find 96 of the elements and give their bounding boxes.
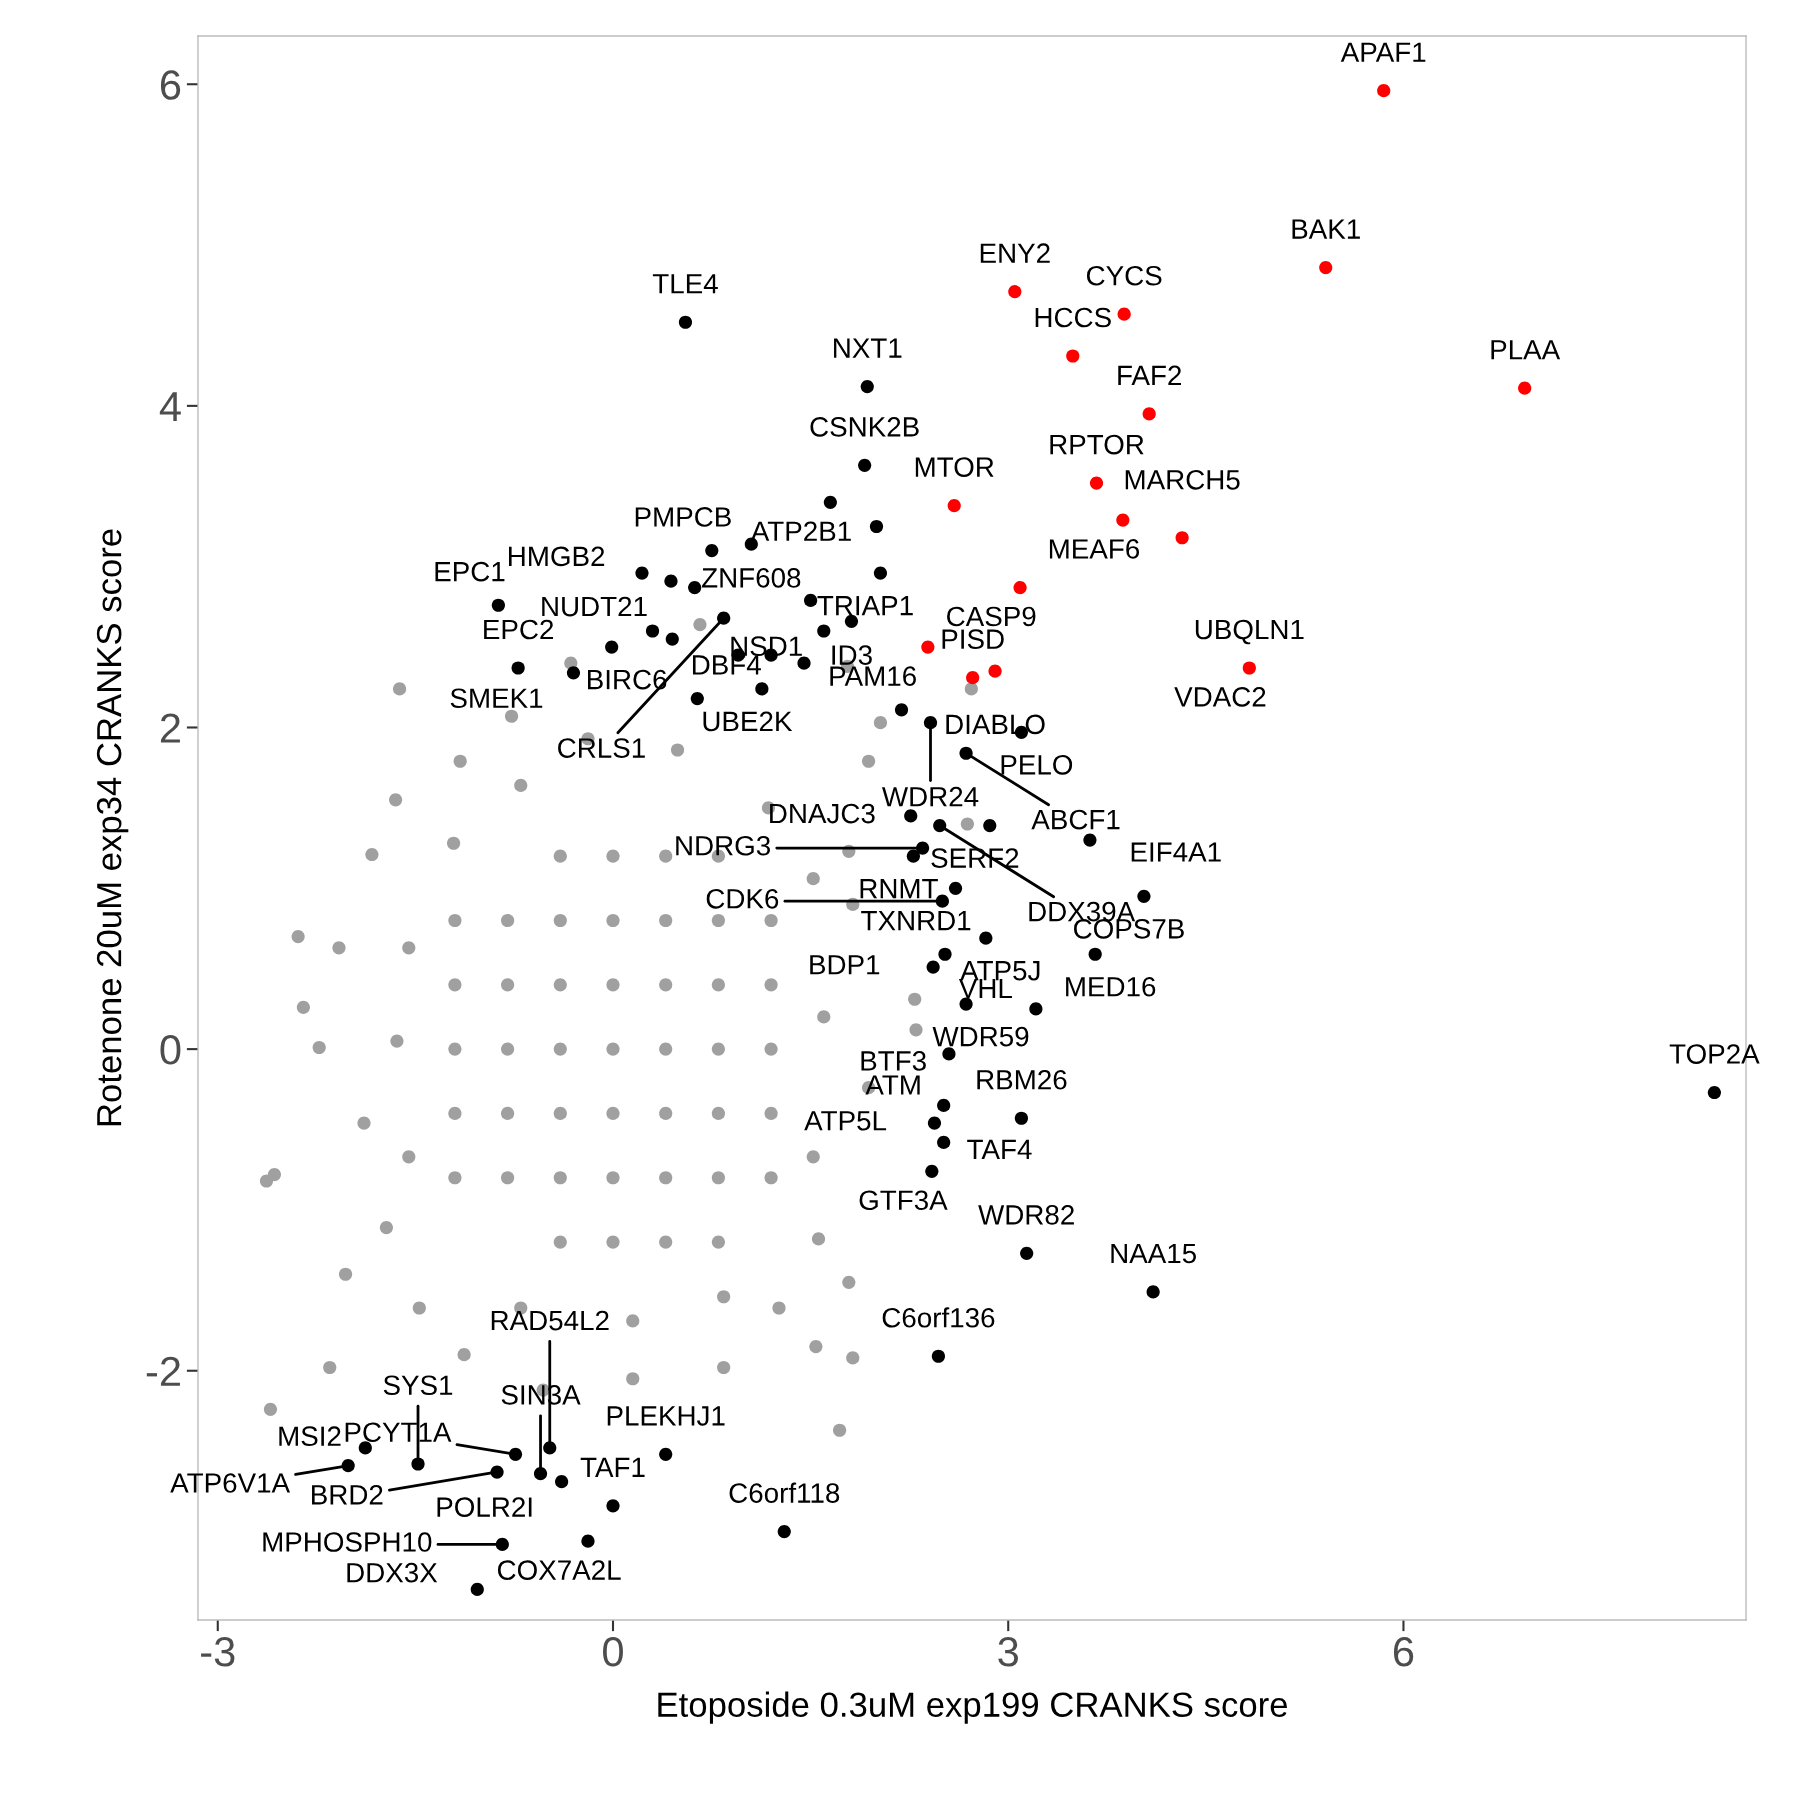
annotation: EPC2 [484, 619, 554, 640]
annotation: ATP5J [960, 961, 1040, 981]
x-tick-label: 6 [1393, 1637, 1414, 1667]
annotation: RPTOR [1050, 434, 1144, 455]
annotation: RAD54L2 [491, 1310, 609, 1331]
point [1008, 285, 1022, 299]
annotation: BAK1 [1292, 219, 1360, 239]
annotation: VDAC2 [1174, 687, 1266, 707]
annotation: WDR82 [978, 1205, 1074, 1225]
annotation: TOP2A [1669, 1044, 1760, 1064]
annotation: ATP6V1A [170, 1473, 291, 1493]
annotation: POLR2I [437, 1497, 532, 1517]
annotation: PAM16 [830, 666, 916, 686]
point [966, 671, 980, 685]
annotation: HMGB2 [509, 546, 605, 567]
annotation: CASP9 [947, 606, 1036, 627]
annotation: NAA15 [1111, 1243, 1196, 1264]
annotation: UBE2K [703, 711, 793, 732]
annotation: NUDT21 [542, 596, 647, 617]
annotation: CRLS1 [558, 738, 645, 758]
annotation: NDRG3 [676, 835, 770, 856]
y-tick-label: 4 [159, 392, 181, 421]
x-tick-label: 3 [998, 1637, 1018, 1667]
annotation: MSI2 [279, 1426, 341, 1447]
annotation: EPC1 [435, 561, 505, 582]
annotation: CSNK2B [810, 417, 919, 437]
annotation: SYS1 [383, 1375, 453, 1396]
point [1089, 476, 1104, 490]
point [988, 664, 1002, 678]
annotation: BRD2 [312, 1485, 383, 1505]
annotation: HCCS [1035, 307, 1111, 328]
annotation: ZNF608 [702, 568, 801, 588]
annotation: COX7A2L [497, 1560, 621, 1580]
point [1175, 531, 1189, 545]
annotation: ENY2 [980, 243, 1050, 263]
point [1013, 581, 1027, 595]
point [1518, 381, 1532, 395]
x-tick-label: 0 [603, 1637, 623, 1667]
annotation: MPHOSPH10 [263, 1532, 432, 1552]
annotation: PLEKHJ1 [607, 1406, 725, 1426]
annotation: BTF3 [861, 1051, 926, 1071]
annotation: ATM [865, 1075, 920, 1095]
point [1142, 407, 1156, 421]
annotation: EIF4A1 [1131, 842, 1221, 862]
point [1377, 84, 1391, 98]
annotation: TAF1 [580, 1457, 645, 1477]
y-tick-label: -2 [146, 1356, 180, 1386]
annotation: SMEK1 [450, 688, 543, 709]
annotation: PISD [942, 629, 1004, 649]
annotation: TAF4 [967, 1139, 1032, 1159]
annotation: ATP5L [804, 1111, 887, 1131]
annotation: UBQLN1 [1195, 619, 1304, 645]
annotation: PMPCB [635, 507, 731, 527]
annotation: CYCS [1086, 265, 1162, 286]
annotation: BDP1 [810, 955, 880, 975]
y-axis-title: Rotenone 20uM exp34 CRANKS score [96, 529, 129, 1126]
annotation: PELO [1001, 754, 1073, 775]
annotation: RBM26 [977, 1069, 1067, 1090]
point [1116, 513, 1130, 527]
annotation: ID3 [832, 645, 872, 665]
y-tick-label: 2 [160, 713, 180, 743]
annotation: MTOR [915, 457, 994, 477]
annotation: WDR59 [932, 1026, 1029, 1047]
annotation: PLAA [1491, 340, 1561, 360]
point [1319, 260, 1333, 275]
annotation: C6orf118 [729, 1482, 840, 1503]
annotation: ATP2B1 [750, 521, 851, 541]
annotation: NXT1 [834, 338, 902, 358]
annotation: TXNRD1 [861, 911, 971, 931]
y-tick-label: 0 [160, 1035, 181, 1065]
point [947, 498, 961, 513]
annotation: DNAJC3 [770, 803, 875, 824]
point [1242, 661, 1256, 675]
point [1066, 349, 1080, 363]
annotation: WDR24 [882, 786, 979, 807]
point [1117, 307, 1131, 321]
y-tick-label: 6 [160, 70, 181, 100]
x-tick-label: -3 [201, 1637, 235, 1667]
annotation: MED16 [1066, 976, 1156, 997]
annotation: C6orf136 [882, 1307, 995, 1328]
annotation: FAF2 [1118, 365, 1181, 385]
annotation: TLE4 [652, 274, 718, 294]
annotation: MARCH5 [1125, 469, 1240, 490]
annotation: DIABLO [946, 714, 1045, 735]
annotation: GTF3A [859, 1190, 948, 1211]
annotation: BIRC6 [588, 669, 667, 690]
annotation: RNMT [860, 879, 938, 899]
annotation: MEAF6 [1049, 539, 1140, 559]
annotation: VHL [958, 978, 1012, 999]
x-axis-title: Etoposide 0.3uM exp199 CRANKS score [658, 1691, 1287, 1724]
point [921, 640, 935, 654]
annotation: ABCF1 [1031, 809, 1120, 830]
annotation: DDX3X [347, 1562, 438, 1583]
annotation: CDK6 [706, 888, 779, 909]
annotation: APAF1 [1340, 42, 1426, 62]
annotation: TRIAP1 [817, 596, 913, 616]
